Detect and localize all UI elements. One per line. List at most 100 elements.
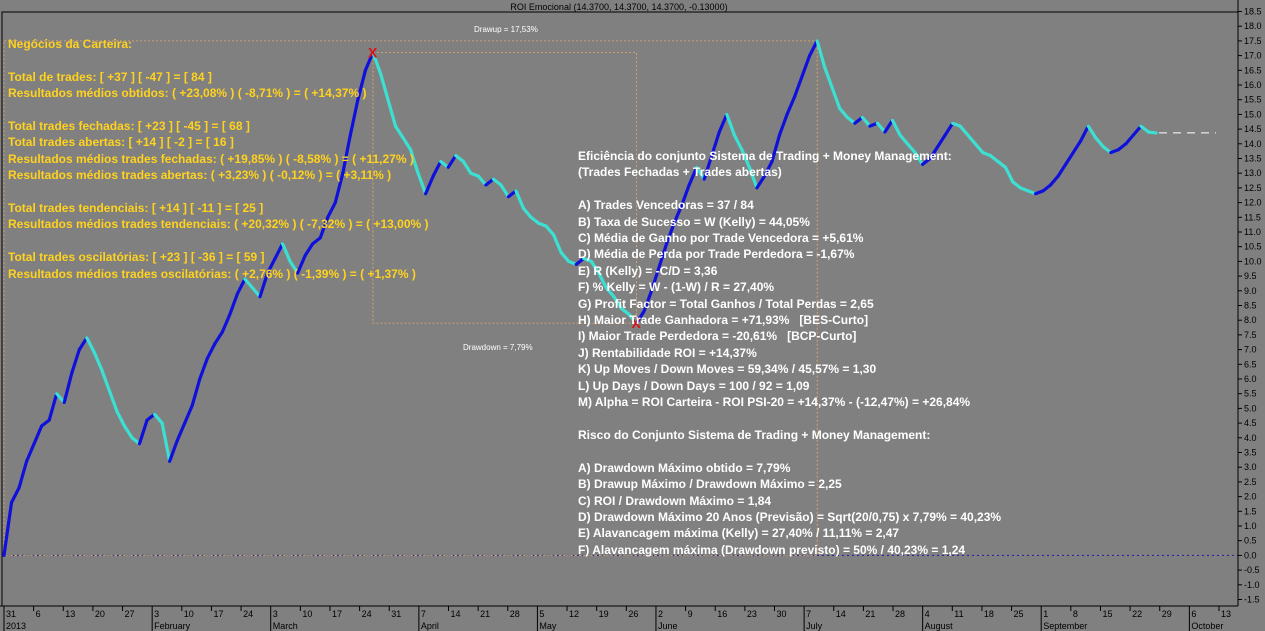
series-segment-down — [966, 133, 977, 146]
series-segment-down — [732, 133, 744, 152]
y-tick-label: 8.5 — [1244, 301, 1257, 311]
series-segment-down — [250, 286, 262, 299]
series-segment-down — [461, 159, 473, 175]
series-segment-up — [70, 348, 81, 375]
series-segment-down — [838, 106, 849, 119]
y-tick-label: 14.0 — [1244, 139, 1262, 149]
series-segment-up — [936, 133, 947, 149]
left-stat-line: Total trades tendenciais: [ +14 ] [ -11 … — [8, 201, 264, 216]
y-tick-label: 7.0 — [1244, 345, 1257, 355]
series-segment-down — [815, 39, 827, 69]
y-tick-label: 15.0 — [1244, 109, 1262, 119]
x-day-label: 11 — [954, 609, 963, 619]
series-segment-down — [725, 112, 736, 137]
series-segment-up — [168, 439, 179, 463]
x-day-label: 5 — [539, 609, 544, 619]
series-segment-down — [107, 389, 119, 413]
x-day-label: 19 — [599, 609, 609, 619]
x-day-label: 3 — [273, 609, 278, 619]
x-day-label: 17 — [213, 609, 223, 619]
left-stat-line — [8, 52, 429, 68]
right-stat-line: A) Drawdown Máximo obtido = 7,79% — [578, 460, 791, 475]
series-segment-up — [702, 153, 714, 181]
left-stat-line: Resultados médios trades tendenciais: ( … — [8, 217, 429, 232]
series-segment-up — [213, 330, 224, 346]
y-tick-label: 10.0 — [1244, 256, 1262, 266]
y-tick-label: 14.5 — [1244, 124, 1262, 134]
series-segment-up — [62, 371, 74, 405]
x-day-label: 13 — [65, 609, 75, 619]
series-segment-down — [958, 124, 970, 137]
series-segment-up — [680, 183, 691, 208]
series-segment-up — [755, 174, 767, 190]
series-segment-up — [762, 159, 774, 178]
series-segment-up — [318, 215, 330, 240]
left-stat-line — [8, 102, 429, 118]
y-tick-label: 17.5 — [1244, 36, 1262, 46]
drawup-peak-marker: X — [368, 45, 378, 61]
y-tick-label: 6.5 — [1244, 359, 1257, 369]
x-day-label: 20 — [95, 609, 105, 619]
series-segment-down — [115, 409, 127, 428]
left-stat-line — [8, 184, 429, 200]
x-day-label: 31 — [391, 609, 401, 619]
series-segment-down — [740, 148, 752, 169]
series-segment-down — [371, 51, 383, 75]
series-segment-up — [296, 253, 307, 275]
y-tick-label: 5.5 — [1244, 389, 1257, 399]
y-tick-label: 8.0 — [1244, 315, 1257, 325]
efficiency-risk-panel: Eficiência do conjunto Sistema de Tradin… — [578, 148, 1001, 558]
series-segment-up — [9, 486, 21, 505]
right-stat-line: L) Up Days / Down Days = 100 / 92 = 1,09 — [578, 378, 810, 393]
y-tick-label: 12.0 — [1244, 198, 1262, 208]
series-segment-down — [544, 224, 556, 237]
series-segment-up — [943, 121, 955, 137]
x-day-label: 25 — [1014, 609, 1024, 619]
x-day-label: 22 — [1132, 609, 1142, 619]
series-segment-down — [905, 142, 917, 155]
x-axis-panel — [0, 606, 1238, 631]
series-segment-down — [288, 259, 300, 275]
x-day-label: 7 — [421, 609, 426, 619]
left-stat-line: Total trades fechadas: [ +23 ] [ -45 ] =… — [8, 119, 250, 134]
x-day-label: 31 — [6, 609, 16, 619]
series-segment-down — [612, 295, 624, 311]
left-stat-line: Total trades abertas: [ +14 ] [ -2 ] = [… — [8, 135, 234, 150]
series-segment-up — [228, 292, 240, 316]
series-segment-down — [476, 174, 488, 187]
series-segment-up — [183, 403, 194, 425]
x-month-label: May — [539, 621, 557, 631]
x-month-label: 2013 — [6, 621, 26, 631]
x-day-label: 17 — [332, 609, 342, 619]
series-segment-up — [137, 418, 149, 446]
right-stat-line — [578, 443, 1001, 459]
x-month-label: March — [273, 621, 298, 631]
x-day-label: 29 — [1162, 609, 1172, 619]
y-tick-label: 17.0 — [1244, 51, 1262, 61]
x-day-label: 2 — [658, 609, 663, 619]
y-tick-label: 9.0 — [1244, 286, 1257, 296]
series-segment-up — [356, 68, 368, 102]
series-segment-up — [348, 98, 360, 137]
series-segment-up — [235, 277, 247, 296]
series-segment-up — [431, 159, 443, 178]
y-tick-label: -0.5 — [1244, 565, 1260, 575]
series-segment-down — [416, 171, 428, 196]
y-tick-label: 5.0 — [1244, 403, 1257, 413]
y-tick-label: 11.0 — [1244, 227, 1261, 237]
x-day-label: 14 — [451, 609, 461, 619]
series-segment-up — [446, 153, 458, 169]
series-segment-up — [265, 256, 277, 275]
y-tick-label: 11.5 — [1244, 212, 1261, 222]
x-month-label: October — [1191, 621, 1223, 631]
series-segment-up — [634, 309, 646, 325]
series-segment-down — [604, 286, 616, 299]
drawup-label: Drawup = 17,53% — [474, 25, 538, 34]
series-segment-up — [220, 312, 232, 334]
y-tick-label: 13.5 — [1244, 154, 1262, 164]
series-segment-up — [777, 112, 789, 137]
x-day-label: 21 — [865, 609, 875, 619]
right-stat-line: (Trades Fechadas + Trades abertas) — [578, 165, 782, 180]
series-segment-up — [326, 201, 337, 219]
